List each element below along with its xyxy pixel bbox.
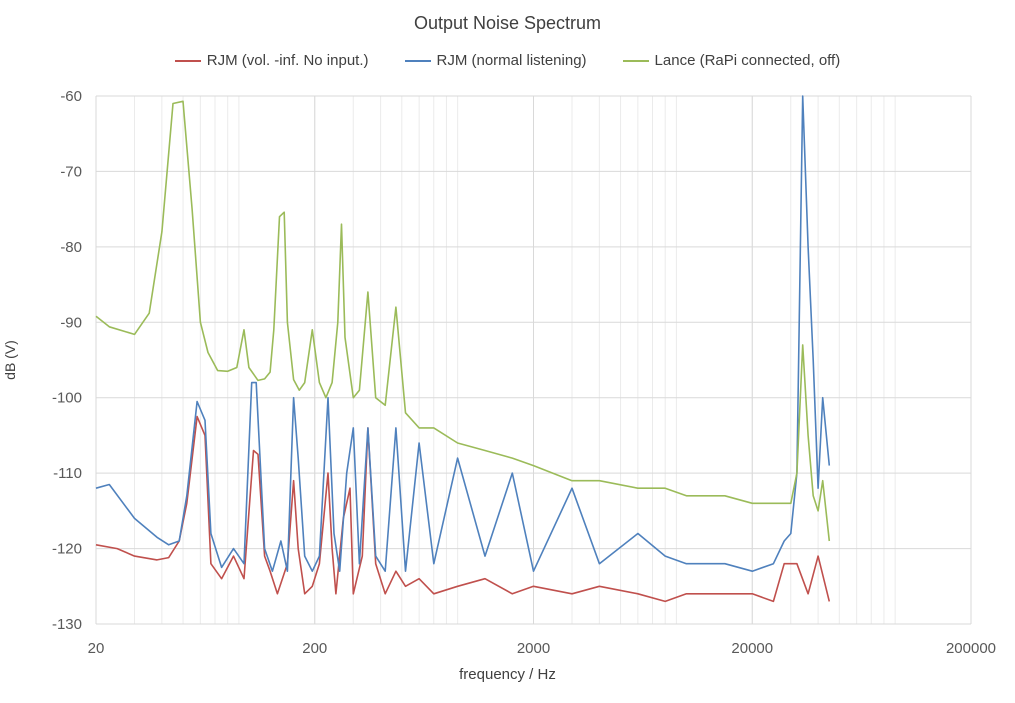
y-tick-label: -130 bbox=[52, 616, 82, 633]
y-tick-label: -60 bbox=[60, 88, 82, 105]
y-tick-label: -100 bbox=[52, 390, 82, 407]
x-tick-label: 20 bbox=[88, 640, 105, 657]
series-line-1 bbox=[95, 95, 831, 572]
y-tick-label: -70 bbox=[60, 163, 82, 180]
legend-item-series-0: RJM (vol. -inf. No input.) bbox=[174, 52, 369, 69]
x-axis-label: frequency / Hz bbox=[459, 666, 556, 683]
x-tick-label: 20000 bbox=[731, 640, 773, 657]
legend-swatch-series-0 bbox=[174, 59, 201, 62]
legend-item-series-2: Lance (RaPi connected, off) bbox=[622, 52, 841, 69]
y-tick-label: -80 bbox=[60, 239, 82, 256]
series-line-2 bbox=[95, 100, 831, 542]
legend-label-series-1: RJM (normal listening) bbox=[436, 52, 587, 69]
legend: RJM (vol. -inf. No input.) RJM (normal l… bbox=[0, 52, 1015, 69]
legend-label-series-0: RJM (vol. -inf. No input.) bbox=[206, 52, 369, 69]
x-tick-label: 200000 bbox=[946, 640, 996, 657]
legend-swatch-series-1 bbox=[404, 59, 431, 62]
y-tick-label: -110 bbox=[53, 465, 82, 482]
legend-item-series-1: RJM (normal listening) bbox=[404, 52, 587, 69]
x-tick-label: 2000 bbox=[517, 640, 550, 657]
y-tick-label: -120 bbox=[52, 541, 82, 558]
legend-label-series-2: Lance (RaPi connected, off) bbox=[654, 52, 841, 69]
y-tick-label: -90 bbox=[60, 314, 82, 331]
x-tick-label: 200 bbox=[302, 640, 327, 657]
chart-title: Output Noise Spectrum bbox=[413, 13, 602, 33]
legend-swatch-series-2 bbox=[622, 59, 649, 62]
